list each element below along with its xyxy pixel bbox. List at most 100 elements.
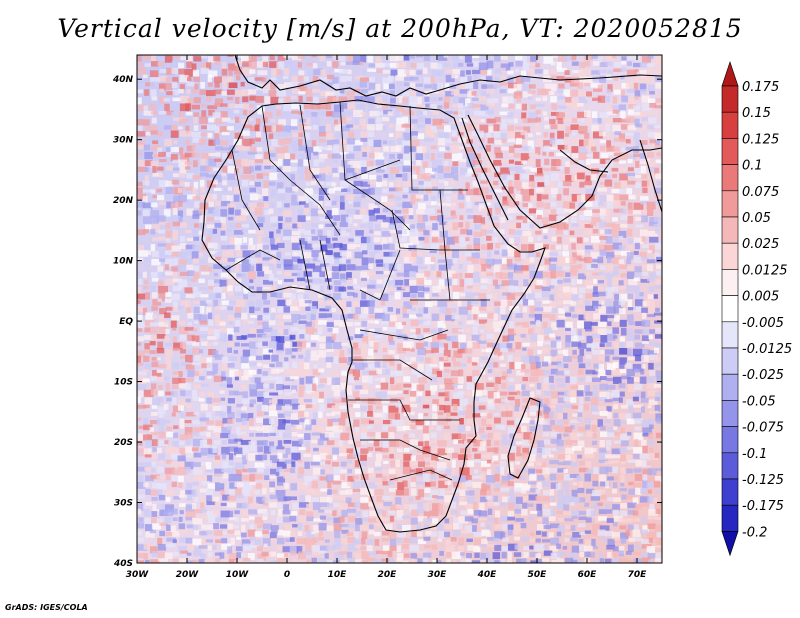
field-cell	[479, 446, 486, 451]
field-cell	[355, 544, 361, 549]
field-cell	[138, 111, 148, 116]
field-cell	[269, 231, 274, 239]
field-cell	[275, 361, 283, 367]
field-cell	[334, 104, 344, 113]
field-cell	[137, 293, 146, 300]
field-cell	[248, 468, 257, 473]
field-cell	[282, 75, 289, 80]
field-cell	[618, 235, 624, 240]
field-cell	[206, 397, 213, 405]
field-cell	[527, 481, 538, 485]
field-cell	[655, 159, 662, 164]
field-cell	[277, 529, 284, 536]
field-cell	[383, 460, 389, 464]
field-cell	[381, 201, 392, 206]
field-cell	[537, 403, 548, 408]
field-cell	[409, 439, 419, 446]
field-cell	[158, 201, 166, 206]
field-cell	[262, 341, 268, 346]
field-cell	[640, 496, 650, 503]
field-cell	[627, 167, 634, 172]
field-cell	[515, 270, 525, 274]
field-cell	[340, 307, 349, 314]
field-cell	[626, 468, 633, 474]
field-cell	[599, 229, 609, 235]
field-cell	[179, 334, 187, 341]
field-cell	[263, 196, 269, 201]
field-cell	[590, 510, 596, 518]
field-cell	[618, 308, 626, 315]
field-cell	[249, 389, 258, 397]
field-cell	[304, 167, 313, 173]
field-cell	[361, 194, 366, 198]
field-cell	[165, 420, 171, 424]
field-cell	[508, 348, 516, 353]
field-cell	[226, 89, 236, 95]
field-cell	[577, 329, 582, 338]
field-cell	[256, 333, 267, 338]
field-cell	[138, 390, 144, 398]
field-cell	[319, 132, 327, 137]
field-cell	[597, 406, 608, 410]
field-cell	[467, 215, 476, 219]
field-cell	[432, 413, 438, 420]
field-cell	[157, 56, 168, 63]
field-cell	[607, 333, 616, 341]
field-cell	[332, 544, 341, 550]
field-cell	[543, 341, 551, 345]
field-cell	[597, 370, 607, 378]
field-cell	[422, 446, 431, 455]
field-cell	[234, 132, 244, 139]
field-cell	[192, 396, 201, 402]
field-cell	[298, 145, 309, 151]
field-cell	[341, 376, 349, 382]
field-cell	[514, 68, 519, 73]
field-cell	[194, 355, 201, 362]
field-cell	[550, 537, 560, 545]
field-cell	[179, 510, 184, 515]
field-cell	[213, 264, 222, 270]
field-cell	[347, 524, 358, 528]
field-cell	[353, 223, 358, 227]
field-cell	[312, 368, 321, 376]
field-cell	[206, 475, 213, 482]
field-cell	[515, 342, 522, 350]
field-cell	[144, 462, 153, 469]
field-cell	[627, 328, 633, 336]
field-cell	[632, 497, 639, 505]
field-cell	[520, 70, 527, 77]
field-cell	[537, 517, 545, 522]
field-cell	[649, 354, 658, 361]
field-cell	[325, 271, 333, 279]
field-cell	[438, 357, 449, 361]
field-cell	[415, 419, 424, 426]
field-cell	[367, 139, 374, 147]
field-cell	[437, 291, 443, 295]
field-cell	[613, 266, 619, 274]
field-cell	[219, 383, 228, 387]
field-cell	[437, 448, 447, 457]
field-cell	[548, 151, 554, 157]
field-cell	[282, 510, 292, 515]
field-cell	[192, 420, 201, 425]
field-cell	[508, 186, 514, 194]
field-cell	[254, 462, 265, 468]
field-cell	[500, 133, 510, 141]
field-cell	[311, 419, 317, 425]
field-cell	[248, 104, 254, 108]
field-cell	[655, 140, 660, 147]
field-cell	[641, 439, 647, 447]
field-cell	[403, 55, 410, 61]
field-cell	[268, 399, 277, 404]
field-cell	[206, 174, 215, 178]
field-cell	[334, 228, 341, 237]
field-cell	[305, 326, 314, 335]
field-cell	[360, 131, 368, 140]
field-cell	[436, 462, 447, 469]
field-cell	[390, 495, 395, 500]
field-cell	[494, 250, 500, 255]
field-cell	[423, 230, 430, 236]
field-cell	[656, 376, 662, 385]
field-cell	[507, 406, 513, 413]
field-cell	[360, 405, 368, 411]
